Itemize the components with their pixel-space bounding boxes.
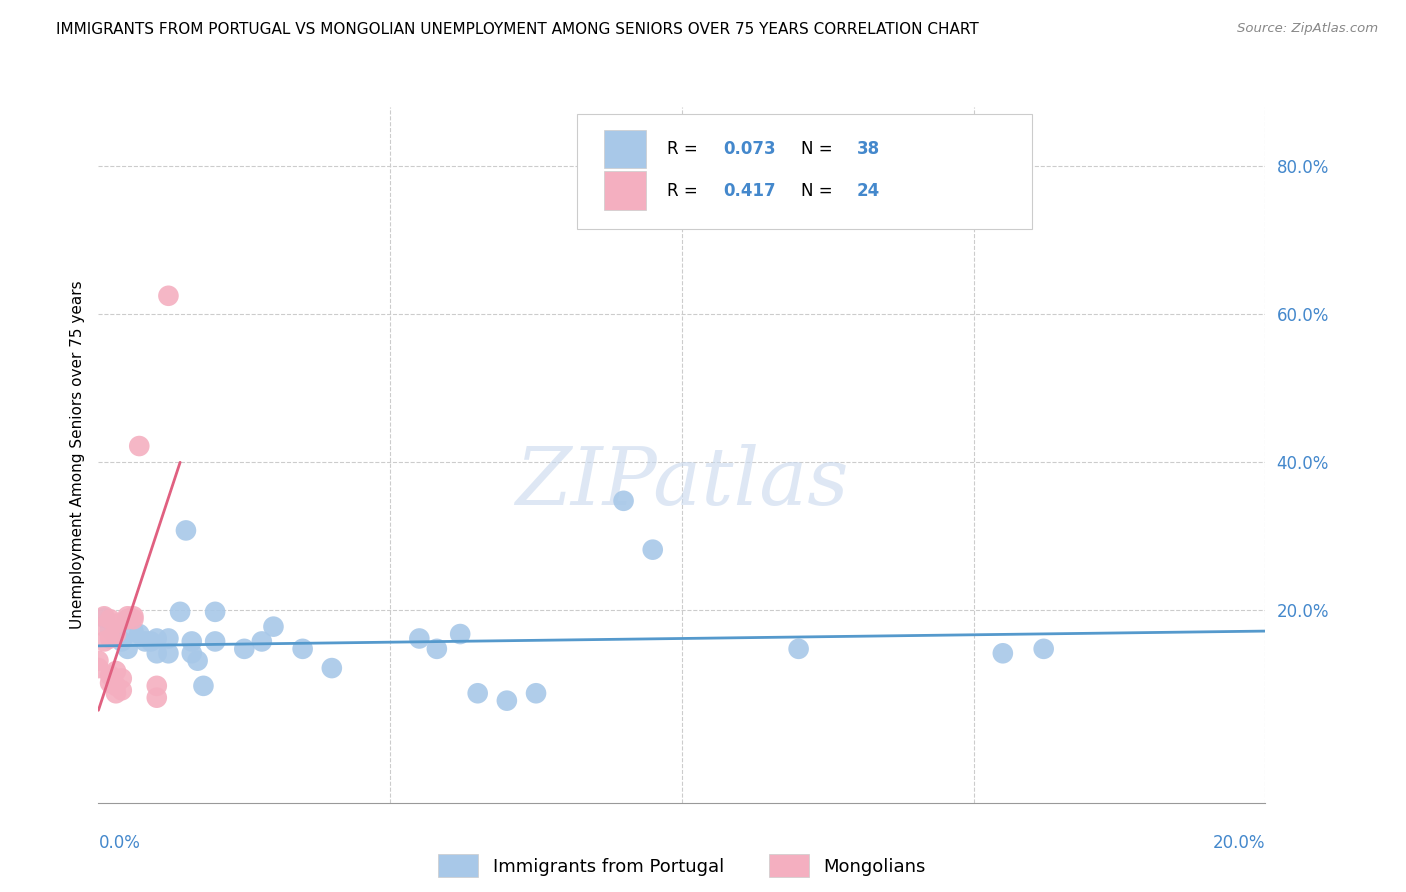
Point <box>122 624 145 638</box>
Point <box>117 641 139 656</box>
Point <box>104 629 127 643</box>
Point <box>111 672 134 686</box>
Text: 0.417: 0.417 <box>723 182 775 200</box>
Text: IMMIGRANTS FROM PORTUGAL VS MONGOLIAN UNEMPLOYMENT AMONG SENIORS OVER 75 YEARS C: IMMIGRANTS FROM PORTUGAL VS MONGOLIAN UN… <box>56 22 979 37</box>
Point <box>524 686 547 700</box>
Text: 0.0%: 0.0% <box>98 834 141 852</box>
Point <box>87 654 110 668</box>
FancyBboxPatch shape <box>603 171 645 210</box>
Point <box>98 668 121 682</box>
Point <box>93 611 115 625</box>
Point <box>321 661 343 675</box>
Legend: Immigrants from Portugal, Mongolians: Immigrants from Portugal, Mongolians <box>439 854 925 877</box>
Point <box>204 634 226 648</box>
Point <box>111 634 134 648</box>
Point <box>408 632 430 646</box>
Point <box>98 632 121 646</box>
Text: 24: 24 <box>856 182 880 200</box>
Point <box>187 654 209 668</box>
Point <box>262 620 284 634</box>
Point <box>117 612 139 626</box>
Point <box>93 620 115 634</box>
Point <box>98 612 121 626</box>
Point <box>495 693 517 707</box>
Point <box>146 690 169 705</box>
Point <box>104 616 127 631</box>
FancyBboxPatch shape <box>576 114 1032 229</box>
Text: N =: N = <box>801 182 838 200</box>
Point <box>467 686 489 700</box>
Point <box>169 605 191 619</box>
Point <box>204 605 226 619</box>
Point <box>250 634 273 648</box>
Point <box>139 634 162 648</box>
Point <box>98 676 121 690</box>
Point <box>641 542 664 557</box>
Point <box>449 627 471 641</box>
Point <box>180 646 202 660</box>
Point <box>146 679 169 693</box>
Point <box>157 646 180 660</box>
Point <box>233 641 256 656</box>
Point <box>146 632 169 646</box>
Point <box>1032 641 1054 656</box>
Point <box>98 622 121 636</box>
Point <box>174 524 197 538</box>
Y-axis label: Unemployment Among Seniors over 75 years: Unemployment Among Seniors over 75 years <box>69 281 84 629</box>
Point <box>193 679 215 693</box>
Point <box>146 646 169 660</box>
Point <box>104 664 127 678</box>
Point <box>128 627 150 641</box>
Point <box>787 641 810 656</box>
Point <box>291 641 314 656</box>
Text: Source: ZipAtlas.com: Source: ZipAtlas.com <box>1237 22 1378 36</box>
Point <box>157 289 180 303</box>
Point <box>128 439 150 453</box>
Point <box>117 609 139 624</box>
Point <box>104 686 127 700</box>
Point <box>117 612 139 626</box>
Text: 20.0%: 20.0% <box>1213 834 1265 852</box>
Point <box>104 679 127 693</box>
Point <box>134 634 156 648</box>
Point <box>991 646 1014 660</box>
Text: 38: 38 <box>856 140 880 158</box>
Text: 0.073: 0.073 <box>723 140 775 158</box>
Point <box>612 493 634 508</box>
Point <box>122 609 145 624</box>
Text: N =: N = <box>801 140 838 158</box>
Text: R =: R = <box>666 182 703 200</box>
Point <box>122 612 145 626</box>
Point <box>93 634 115 648</box>
Point <box>180 634 202 648</box>
Point <box>426 641 449 656</box>
Point <box>111 683 134 698</box>
Point <box>93 609 115 624</box>
Text: ZIPatlas: ZIPatlas <box>515 444 849 522</box>
Point <box>157 632 180 646</box>
FancyBboxPatch shape <box>603 129 645 168</box>
Text: R =: R = <box>666 140 703 158</box>
Point <box>104 627 127 641</box>
Point <box>87 661 110 675</box>
